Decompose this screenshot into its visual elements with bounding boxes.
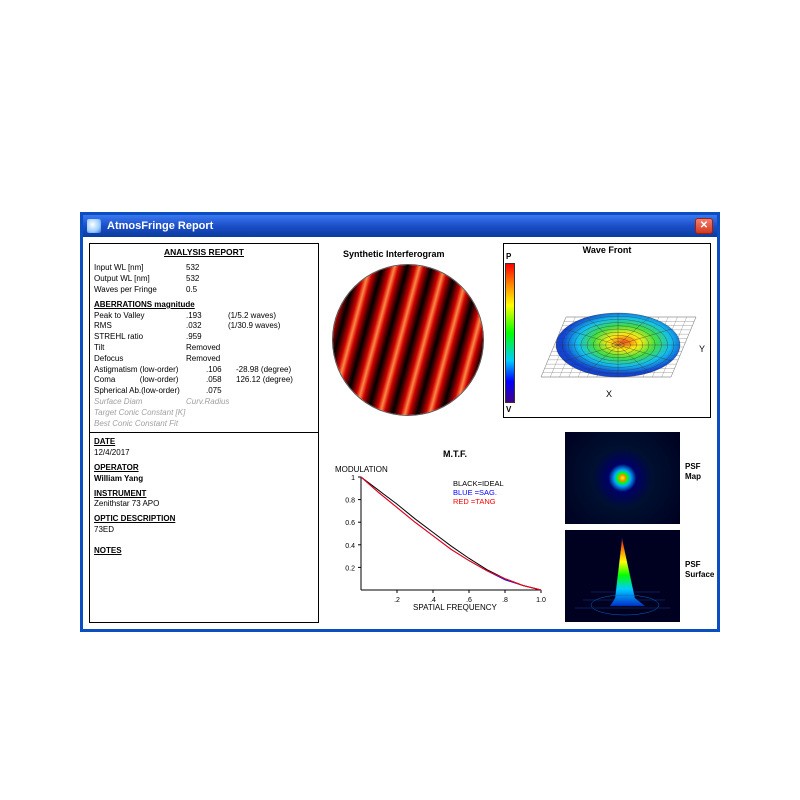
wavefront-x-axis: X (606, 389, 612, 399)
psf-surface (565, 530, 680, 622)
wavefront-surface: Y X (521, 257, 709, 415)
svg-text:0.2: 0.2 (345, 565, 355, 572)
window-title-wrap: AtmosFringe Report (87, 219, 213, 233)
interferogram-plot (333, 265, 483, 415)
wavefront-colorbar (505, 263, 515, 403)
date-label: DATE (94, 437, 314, 448)
client-area: ANALYSIS REPORT Input WL [nm] 532 Output… (83, 237, 717, 629)
wavefront-y-axis: Y (699, 344, 705, 354)
close-button[interactable]: ✕ (695, 218, 713, 234)
analysis-divider (90, 432, 318, 433)
row-tilt: Tilt Removed (94, 343, 314, 354)
row-defocus: Defocus Removed (94, 354, 314, 365)
aberrations-heading: ABERRATIONS magnitude (94, 300, 314, 311)
row-wpf: Waves per Fringe 0.5 (94, 285, 314, 296)
mtf-title: M.T.F. (443, 449, 467, 459)
titlebar[interactable]: AtmosFringe Report ✕ (83, 215, 717, 237)
row-sph: Spherical Ab.(low-order) .075 (94, 386, 314, 397)
row-target-conic: Target Conic Constant [K] (94, 408, 314, 419)
app-icon (87, 219, 101, 233)
psf-surface-label: PSF Surface (685, 560, 714, 579)
svg-text:1: 1 (351, 475, 355, 482)
svg-text:.2: .2 (394, 597, 400, 604)
row-rms: RMS .032 (1/30.9 waves) (94, 321, 314, 332)
report-heading: ANALYSIS REPORT (94, 247, 314, 258)
mtf-legend-sag: BLUE =SAG. (453, 488, 497, 497)
app-window: AtmosFringe Report ✕ ANALYSIS REPORT Inp… (80, 212, 720, 632)
instrument-label: INSTRUMENT (94, 489, 314, 500)
svg-text:0.4: 0.4 (345, 543, 355, 550)
mtf-legend-ideal: BLACK=IDEAL (453, 479, 504, 488)
row-surf-diam: Surface Diam Curv.Radius (94, 397, 314, 408)
analysis-report-panel: ANALYSIS REPORT Input WL [nm] 532 Output… (89, 243, 319, 623)
svg-text:1.0: 1.0 (536, 597, 546, 604)
psf-map-label: PSF Map (685, 462, 701, 481)
row-coma: Coma (low-order) .058 126.12 (degree) (94, 375, 314, 386)
notes-label: NOTES (94, 546, 314, 557)
row-input-wl: Input WL [nm] 532 (94, 263, 314, 274)
mtf-legend-tang: RED =TANG (453, 497, 496, 506)
optic-desc-label: OPTIC DESCRIPTION (94, 514, 314, 525)
window-title: AtmosFringe Report (107, 220, 213, 232)
wavefront-title: Wave Front (504, 245, 710, 255)
psf-map (565, 432, 680, 524)
row-output-wl: Output WL [nm] 532 (94, 274, 314, 285)
colorbar-v-label: V (506, 405, 511, 414)
row-pv: Peak to Valley .193 (1/5.2 waves) (94, 311, 314, 322)
svg-text:.8: .8 (502, 597, 508, 604)
interferogram-title: Synthetic Interferogram (343, 249, 445, 259)
svg-text:0.6: 0.6 (345, 520, 355, 527)
row-best-fit: Best Conic Constant Fit (94, 419, 314, 430)
operator-label: OPERATOR (94, 463, 314, 474)
mtf-ylabel: MODULATION (335, 465, 388, 474)
mtf-xlabel: SPATIAL FREQUENCY (413, 603, 498, 612)
colorbar-p-label: P (506, 252, 511, 261)
operator-value: William Yang (94, 474, 314, 485)
optic-desc-value: 73ED (94, 525, 314, 536)
instrument-value: Zenithstar 73 APO (94, 499, 314, 510)
date-value: 12/4/2017 (94, 448, 314, 459)
row-strehl: STREHL ratio .959 (94, 332, 314, 343)
row-astig: Astigmatism (low-order) .106 -28.98 (deg… (94, 365, 314, 376)
svg-text:0.8: 0.8 (345, 498, 355, 505)
mtf-chart: MODULATION 0.20.40.60.81.2.4.6.81.0 SPAT… (333, 462, 553, 612)
